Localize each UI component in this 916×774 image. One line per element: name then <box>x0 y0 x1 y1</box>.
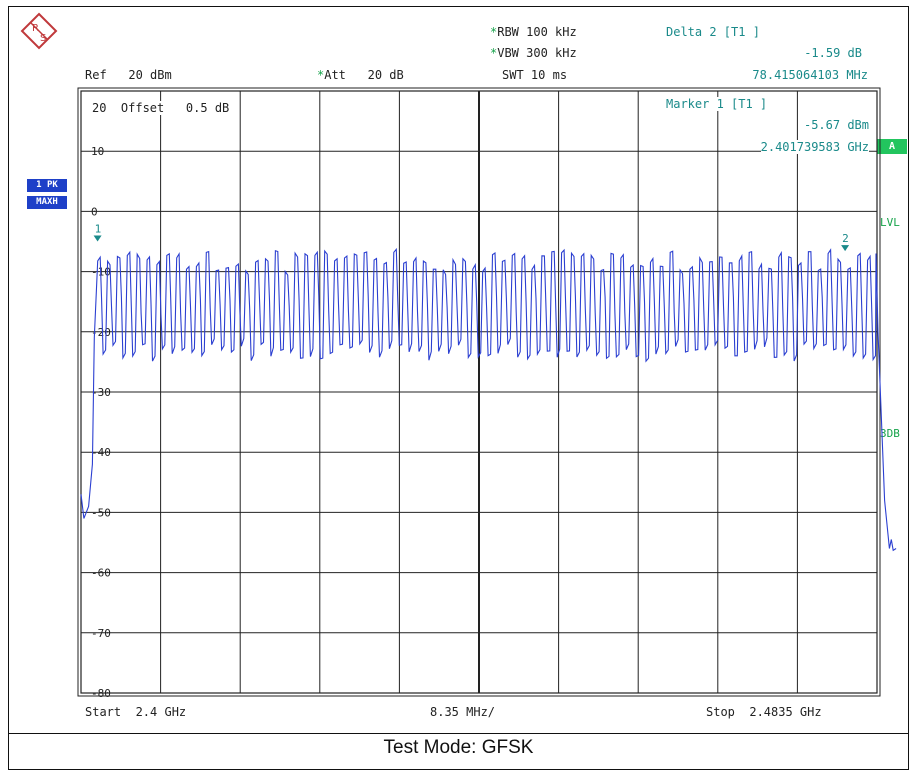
y-tick-label: -30 <box>91 386 111 399</box>
start-freq-label: Start 2.4 GHz <box>85 705 187 719</box>
marker-1-label: 1 <box>95 223 102 236</box>
delta-marker-level: -1.59 dB <box>804 46 862 60</box>
spectrum-trace <box>80 247 897 552</box>
span-label: 8.35 MHz/ <box>430 705 496 719</box>
trace-a-badge: A <box>877 139 907 154</box>
svg-text:S: S <box>40 33 46 44</box>
vbw-readout: *VBW 300 kHz <box>490 46 577 60</box>
marker1-level: -5.67 dBm <box>803 118 869 132</box>
marker1-freq: 2.401739583 GHz <box>760 140 869 154</box>
y-tick-label: 10 <box>91 145 104 158</box>
trace-maxh-badge: MAXH <box>27 196 67 209</box>
offset-readout: 20 Offset 0.5 dB <box>92 101 230 115</box>
delta-marker-title: Delta 2 [T1 ] <box>666 25 760 39</box>
y-tick-label: -50 <box>91 506 111 519</box>
y-tick-label: -40 <box>91 446 111 459</box>
ref-readout: Ref 20 dBm <box>85 68 172 82</box>
figure-caption: Test Mode: GFSK <box>383 737 534 758</box>
swt-readout: SWT 10 ms <box>502 68 568 82</box>
rs-logo-icon: R S <box>20 12 58 50</box>
caption-divider <box>8 733 909 734</box>
delta-marker-freq: 78.415064103 MHz <box>752 68 868 82</box>
y-tick-label: -60 <box>91 567 111 580</box>
marker-2-label: 2 <box>842 232 849 245</box>
marker1-title: Marker 1 [T1 ] <box>666 97 768 111</box>
lvl-indicator: LVL <box>880 216 900 229</box>
svg-text:R: R <box>32 23 39 34</box>
y-tick-label: 0 <box>91 205 98 218</box>
rbw-readout: *RBW 100 kHz <box>490 25 577 39</box>
3db-indicator: 3DB <box>880 427 900 440</box>
trace-pk-badge: 1 PK <box>27 179 67 192</box>
marker-1-triangle <box>93 235 102 242</box>
att-readout: *Att 20 dB <box>317 68 404 82</box>
y-tick-label: -70 <box>91 627 111 640</box>
stop-freq-label: Stop 2.4835 GHz <box>706 705 822 719</box>
figure-frame <box>8 6 909 770</box>
y-tick-label: -80 <box>91 687 111 700</box>
marker-2-triangle <box>841 245 850 252</box>
